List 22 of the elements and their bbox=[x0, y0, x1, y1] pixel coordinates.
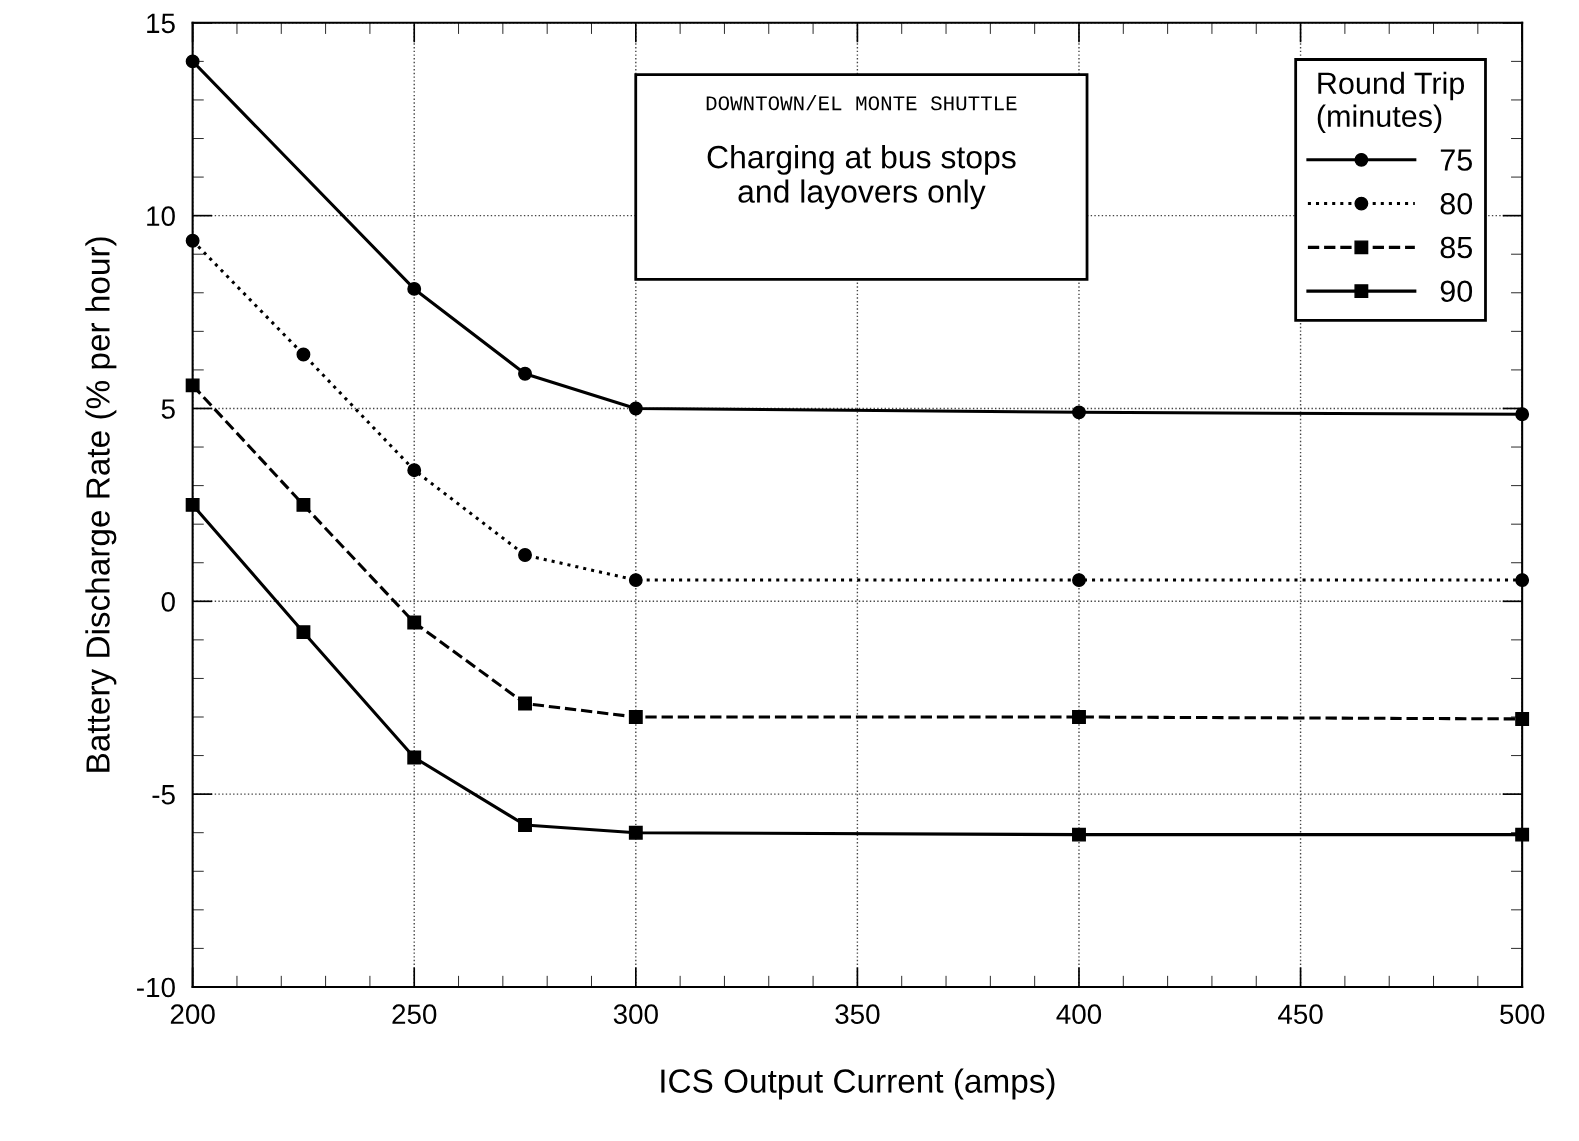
y-tick-label: -10 bbox=[137, 977, 175, 998]
annotation: Charging at bus stops and layovers only bbox=[707, 144, 1016, 210]
y-axis-title: Battery Discharge Rate (% per hour) bbox=[85, 237, 117, 772]
y-tick-label: -5 bbox=[152, 785, 175, 805]
x-tick-label: 350 bbox=[835, 1004, 880, 1025]
y-tick-label: 0 bbox=[161, 591, 175, 612]
legend-label: 85 bbox=[1440, 236, 1472, 259]
x-tick-label: 300 bbox=[613, 1004, 658, 1025]
x-axis-title: ICS Output Current (amps) bbox=[661, 1068, 1055, 1100]
y-tick-label: 10 bbox=[147, 206, 175, 226]
annotation: DOWNTOWN/EL MONTE SHUTTLE bbox=[706, 95, 1017, 111]
legend-label: 90 bbox=[1440, 280, 1473, 303]
x-tick-label: 400 bbox=[1056, 1004, 1102, 1025]
legend-title: Round Trip (minutes) bbox=[1317, 71, 1465, 134]
y-tick-label: 5 bbox=[161, 399, 175, 419]
legend-label: 80 bbox=[1440, 192, 1473, 215]
x-tick-label: 200 bbox=[170, 1004, 215, 1025]
x-tick-label: 250 bbox=[392, 1004, 437, 1025]
legend-label: 75 bbox=[1440, 149, 1472, 171]
y-tick-label: 15 bbox=[147, 13, 175, 34]
x-tick-label: 450 bbox=[1278, 1004, 1323, 1025]
x-tick-label: 500 bbox=[1500, 1004, 1545, 1025]
